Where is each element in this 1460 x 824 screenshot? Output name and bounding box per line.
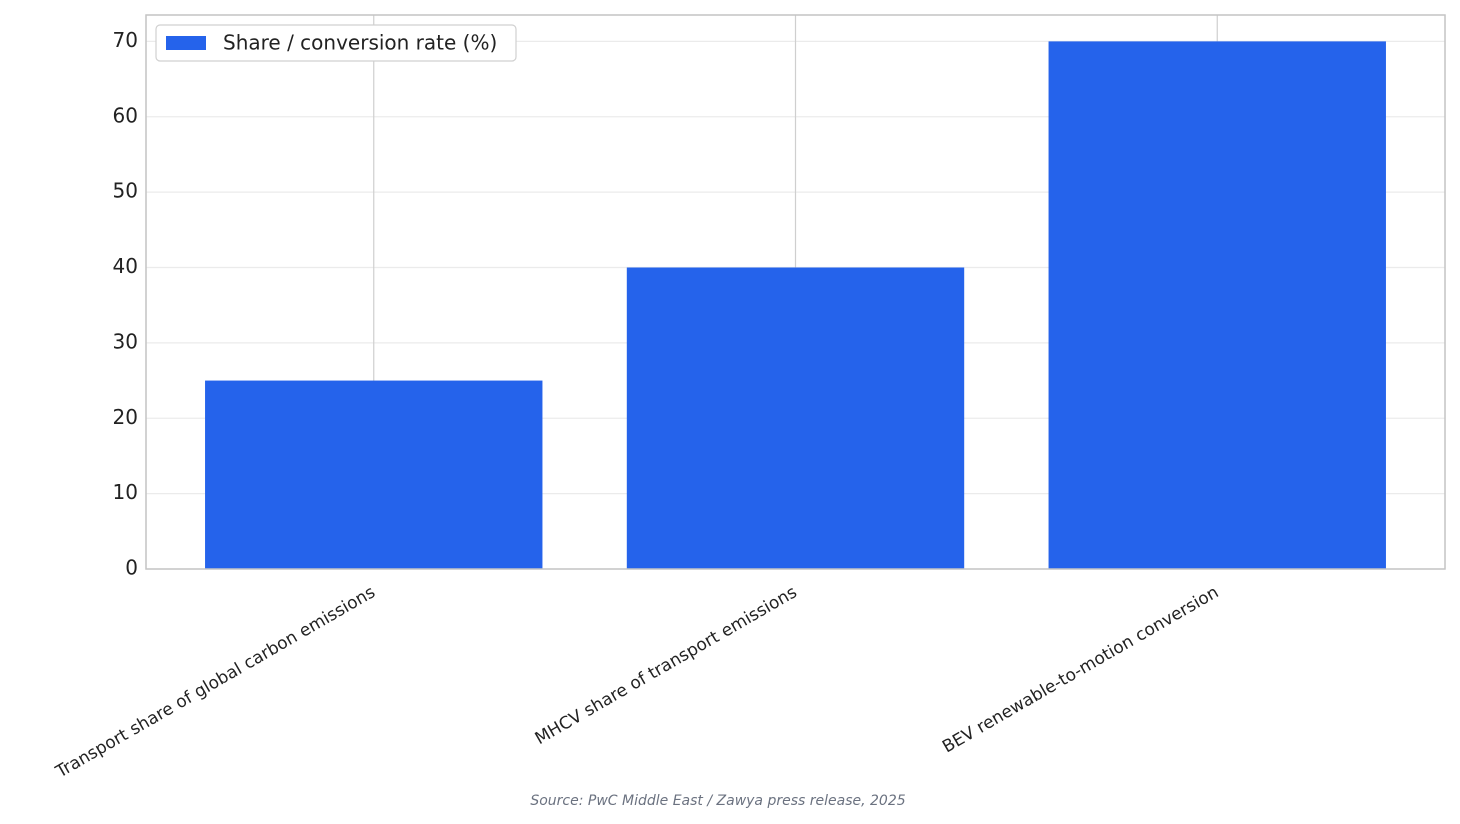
legend-swatch xyxy=(166,36,206,50)
y-tick-label: 70 xyxy=(113,28,138,52)
plot-frame xyxy=(145,14,1446,570)
bar xyxy=(205,380,543,569)
y-tick-label: 0 xyxy=(125,556,138,580)
y-tick-label: 30 xyxy=(113,329,138,353)
y-tick-label: 50 xyxy=(113,179,138,203)
x-tick-label: MHCV share of transport emissions xyxy=(532,582,801,749)
y-tick-label: 20 xyxy=(113,405,138,429)
legend-box xyxy=(155,24,517,62)
y-tick-label: 10 xyxy=(113,480,138,504)
source-note: Source: PwC Middle East / Zawya press re… xyxy=(530,793,905,809)
x-tick-label: BEV renewable-to-motion conversion xyxy=(939,582,1222,757)
y-tick-label: 60 xyxy=(113,103,138,127)
bar xyxy=(626,267,965,569)
y-tick-label: 40 xyxy=(113,254,138,278)
legend-label: Share / conversion rate (%) xyxy=(223,31,497,55)
bar xyxy=(1048,41,1386,569)
x-tick-label: Transport share of global carbon emissio… xyxy=(52,582,379,782)
